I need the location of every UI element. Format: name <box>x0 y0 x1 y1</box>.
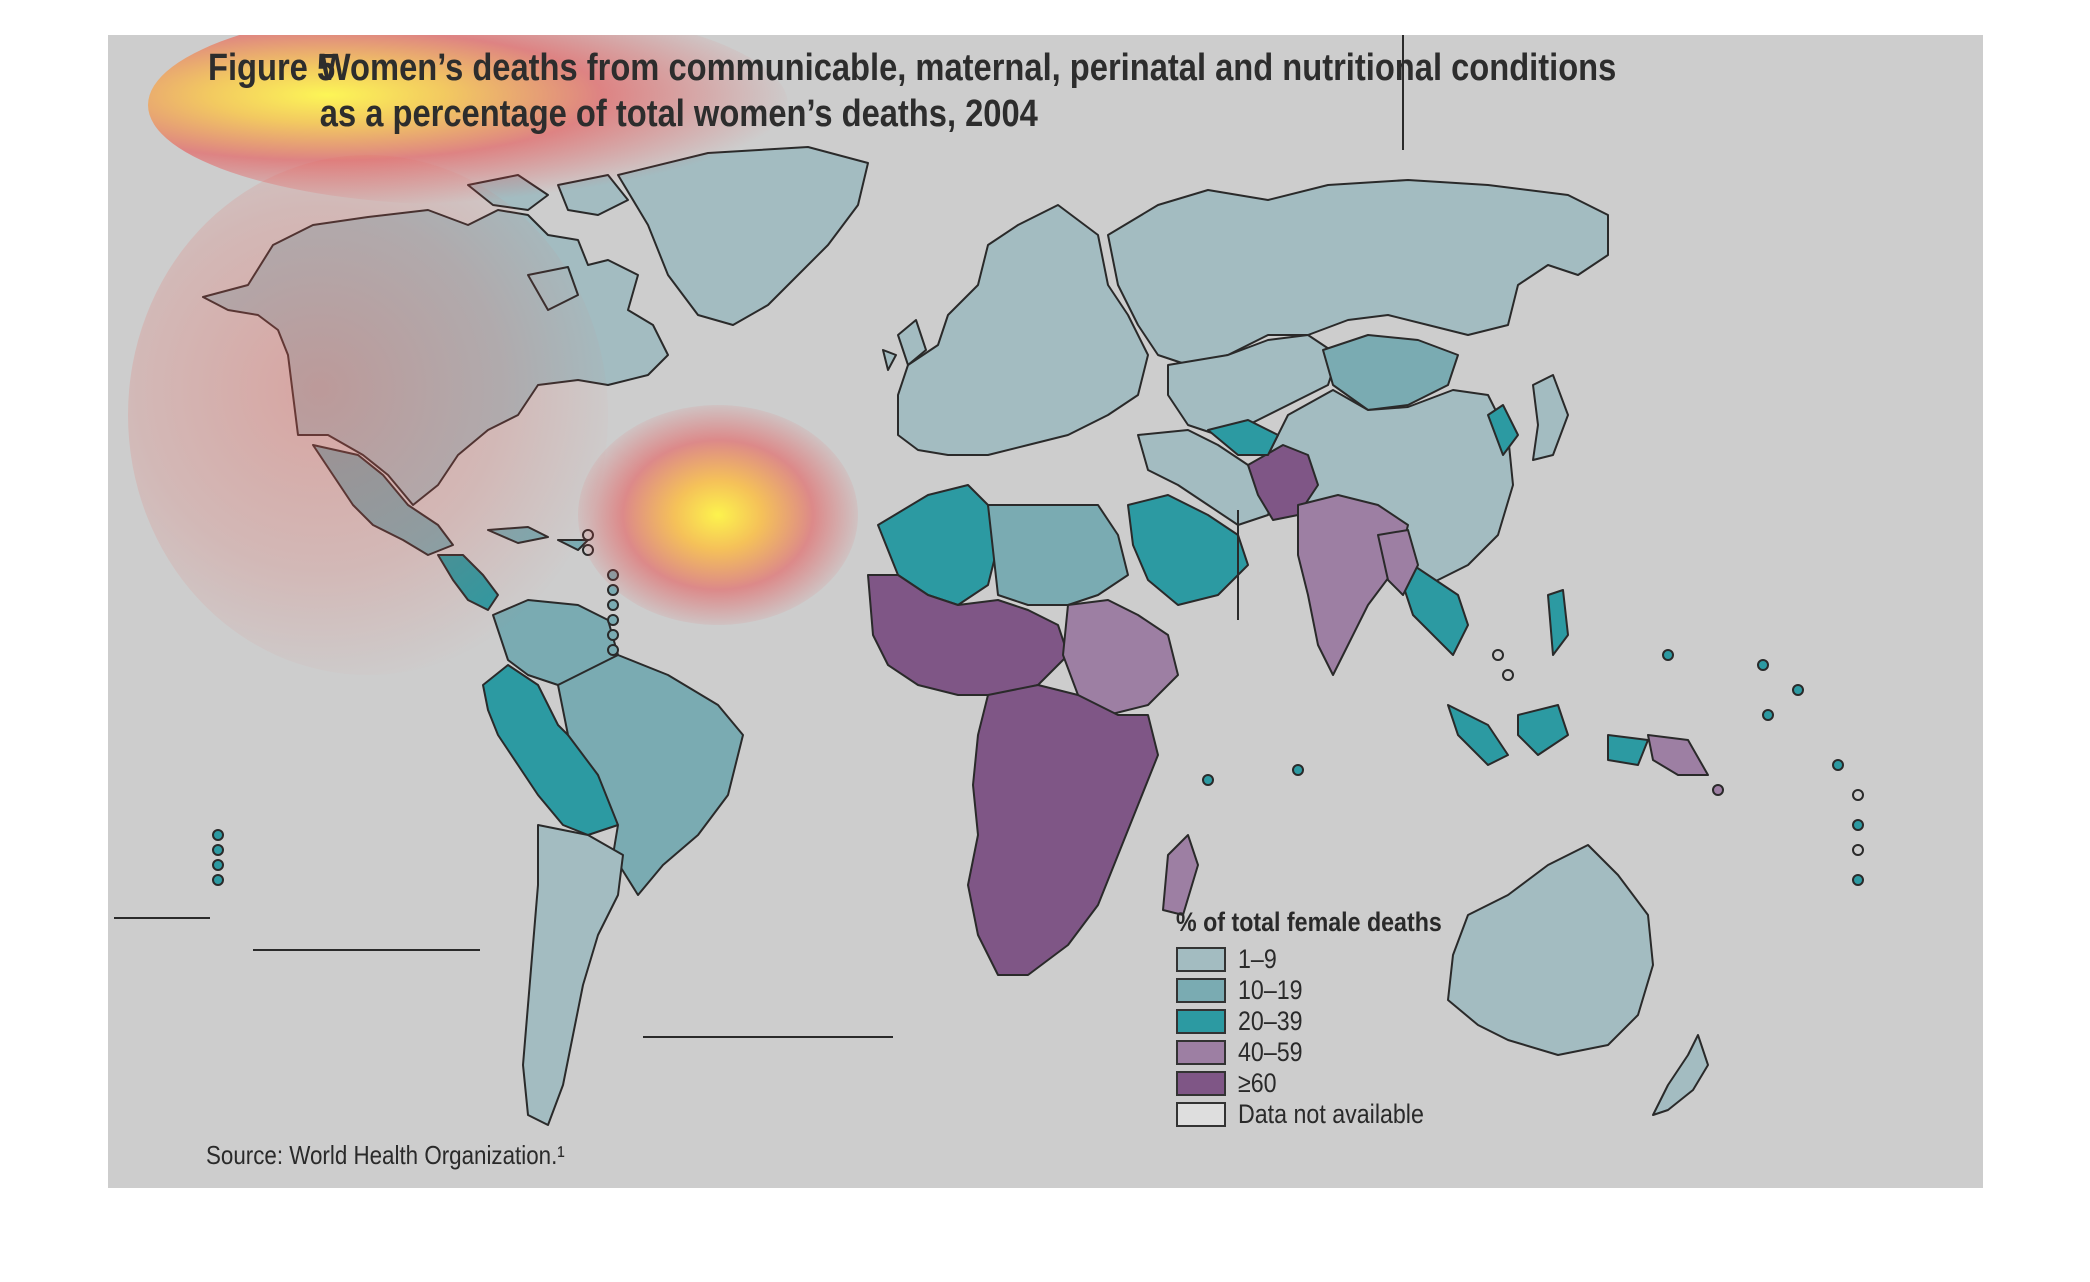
region-central-south-africa[interactable] <box>967 684 1159 976</box>
title-line-2: as a percentage of total women’s deaths,… <box>319 93 1038 135</box>
legend-item: Data not available <box>1176 1099 1485 1130</box>
region-greenland[interactable] <box>617 146 869 326</box>
legend-label: ≥60 <box>1238 1068 1277 1098</box>
region-myanmar[interactable] <box>1377 529 1419 596</box>
region-mongolia[interactable] <box>1322 334 1459 411</box>
region-andes[interactable] <box>482 664 619 836</box>
legend-swatch <box>1176 978 1226 1003</box>
legend-item: 40–59 <box>1176 1037 1485 1068</box>
world-map <box>114 35 1864 1126</box>
legend-item: 10–19 <box>1176 975 1485 1006</box>
region-india[interactable] <box>1297 494 1409 676</box>
legend-item: 1–9 <box>1176 944 1485 975</box>
source-note: Source: World Health Organization.¹ <box>206 1140 565 1170</box>
region-new-zealand[interactable] <box>1652 1034 1709 1116</box>
map-legend: % of total female deaths 1–9 10–19 20–39 40… <box>1176 907 1485 1130</box>
legend-label: 40–59 <box>1238 1037 1303 1067</box>
region-png[interactable] <box>1647 734 1709 776</box>
region-mexico[interactable] <box>312 444 454 556</box>
legend-label: 10–19 <box>1238 975 1303 1005</box>
legend-label: 1–9 <box>1238 944 1277 974</box>
region-europe[interactable] <box>897 204 1149 456</box>
guide-lines <box>114 35 1404 1038</box>
legend-swatch <box>1176 947 1226 972</box>
region-central-america[interactable] <box>437 554 499 611</box>
region-philippines[interactable] <box>1547 589 1569 656</box>
figure-title: Figure 5Women’s deaths from communicable… <box>208 45 1616 137</box>
region-caucasus-central[interactable] <box>1207 419 1279 456</box>
legend-item: ≥60 <box>1176 1068 1485 1099</box>
region-russia[interactable] <box>1107 179 1609 366</box>
region-caribbean[interactable] <box>487 526 589 551</box>
region-korea[interactable] <box>1487 404 1519 456</box>
legend-swatch <box>1176 1102 1226 1127</box>
region-turkey-iran[interactable] <box>1137 429 1279 526</box>
region-japan[interactable] <box>1532 374 1569 461</box>
region-british-isles[interactable] <box>882 319 927 371</box>
legend-label: 20–39 <box>1238 1006 1303 1036</box>
title-line-1: Women’s deaths from communicable, matern… <box>319 47 1617 89</box>
region-east-africa[interactable] <box>1062 599 1179 716</box>
map-panel: Figure 5Women’s deaths from communicable… <box>108 35 1983 1188</box>
region-north-africa[interactable] <box>987 504 1129 606</box>
legend-label: Data not available <box>1238 1099 1424 1129</box>
legend-swatch <box>1176 1040 1226 1065</box>
region-southeast-asia[interactable] <box>1397 554 1469 656</box>
legend-swatch <box>1176 1071 1226 1096</box>
figure-label: Figure 5 <box>208 47 336 89</box>
region-afghanistan-pakistan[interactable] <box>1247 444 1319 521</box>
legend-item: 20–39 <box>1176 1006 1485 1037</box>
region-indonesia[interactable] <box>1447 704 1649 766</box>
region-north-america[interactable] <box>202 209 669 506</box>
legend-swatch <box>1176 1009 1226 1034</box>
region-madagascar[interactable] <box>1162 834 1199 916</box>
region-australia[interactable] <box>1447 844 1654 1056</box>
legend-title: % of total female deaths <box>1176 907 1442 937</box>
region-central-asia[interactable] <box>1167 334 1339 436</box>
region-arabia[interactable] <box>1127 494 1249 606</box>
region-brazil[interactable] <box>557 654 744 896</box>
region-southern-cone[interactable] <box>522 824 624 1126</box>
